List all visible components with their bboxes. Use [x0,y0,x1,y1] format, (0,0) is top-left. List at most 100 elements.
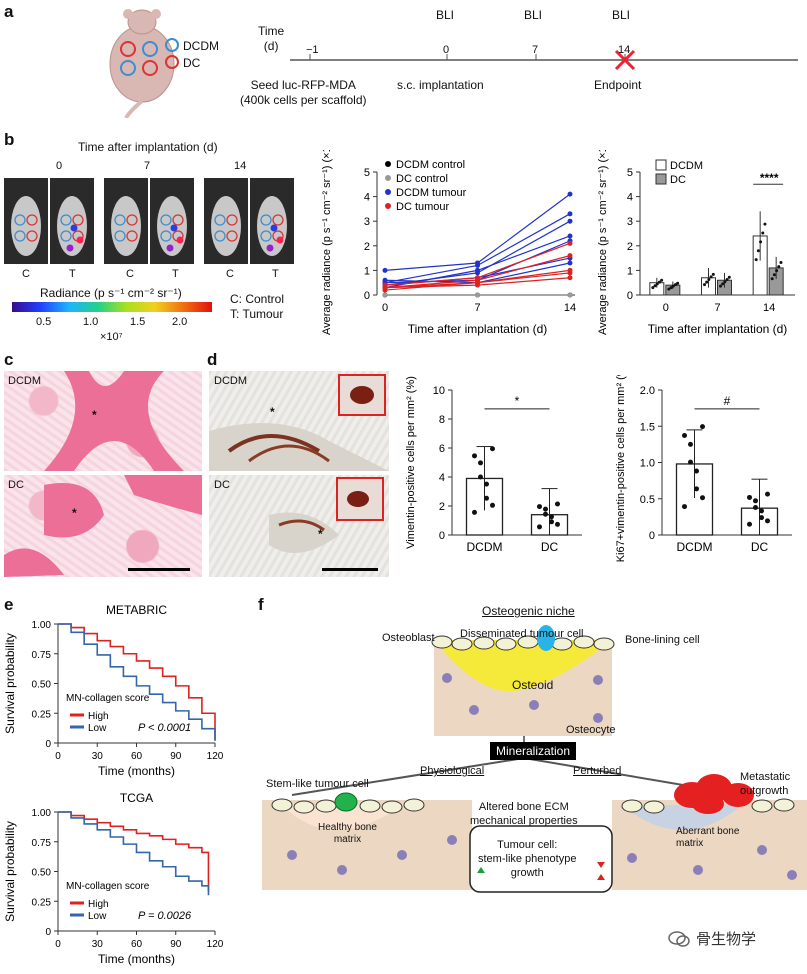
x-axis-label: Time (months) [98,764,175,778]
data-point [490,502,495,508]
y-tick-label: 2.0 [640,385,655,397]
data-point [382,277,388,283]
y-tick-label: 2 [364,241,370,253]
scaffold-ring [14,230,26,242]
significance-mark: # [724,394,731,408]
data-point [682,433,687,439]
significance-mark: * [515,394,520,408]
legend-high: High [88,711,109,722]
data-point [770,277,774,281]
data-point [682,504,687,510]
x-tick-label: 30 [92,939,104,950]
data-point [703,283,706,287]
ct-label-2: T [69,268,76,280]
bli-signal-spot [76,236,84,244]
x-tick-label: 60 [131,939,143,950]
x-tick-label: DC [751,540,769,554]
data-point [711,272,715,276]
data-point [779,261,783,265]
bli-mouse-image [50,178,94,264]
mouse-scaffold-illustration [109,9,175,118]
legend-marker [385,175,391,181]
watermark-text: 骨生物学 [696,930,757,948]
data-point [475,282,480,288]
tumour-cell-blue [537,625,555,651]
data-point [651,286,655,290]
histology-he-dcdm [4,371,202,471]
data-point [472,453,477,459]
y-tick-label: 1.00 [32,620,52,631]
y-tick-label: 4 [364,192,370,204]
y-tick-label: 1.5 [640,421,655,433]
bli-mouse-image [4,178,48,264]
legend-label: DCDM control [396,159,465,171]
legend-high: High [88,899,109,910]
y-tick-label: 0 [364,290,370,302]
data-point [694,486,699,492]
km-metabric-chart: METABRIC 0 0.25 0.50 0.75 1.00 0 30 60 90 120 Time … [3,603,224,778]
data-point [475,262,480,268]
y-axis-label: Survival probability [3,633,17,734]
data-point [567,240,573,246]
y-tick-label: 0 [649,530,655,542]
data-point [478,474,483,480]
y-tick-label: 0 [45,927,51,938]
data-point [763,222,767,226]
scaffold-ring [114,214,126,226]
data-point [567,218,573,224]
data-point [759,240,763,244]
data-point [777,265,781,269]
tick-0: 0 [443,44,450,56]
y-tick-label: 2 [439,501,445,513]
scaffold-ring [160,214,172,226]
data-point [753,505,758,511]
y-axis-label: Average radiance (p s⁻¹ cm⁻² sr⁻¹) (×10⁶… [597,150,609,335]
data-point [707,278,711,282]
x-tick-label: 7 [474,302,480,314]
legend-swatch [655,159,667,171]
d-star-top: * [270,405,275,419]
c-star-top: * [92,408,97,422]
colorbar-title: Radiance (p s⁻¹ cm⁻² sr⁻¹) [40,286,182,300]
bli-signal-spot [270,224,278,232]
significance-stars: **** [760,171,779,185]
data-point [537,524,542,530]
x-tick-label: 14 [564,302,576,314]
f-stemlike: Stem-like tumour cell [266,778,369,790]
f-osteoblast: Osteoblast [382,632,435,644]
dcdm-circle-icon [165,38,179,52]
y-tick-label: 0 [627,290,633,302]
legend-low: Low [88,723,107,734]
data-point [555,521,560,527]
d-scale-bar [322,568,378,571]
chart-title: TCGA [120,791,153,805]
bone-trabecula-shape [44,371,184,471]
d-star-bottom: * [318,527,323,541]
dc-circle-icon [165,55,179,69]
tick-7: 7 [532,44,539,56]
data-point [382,292,388,298]
colorbar-exponent: ×10⁷ [100,331,123,343]
bli-14: BLI [612,8,631,22]
y-tick-label: 0.50 [32,680,52,691]
panel-label-c: c [4,350,14,369]
data-point [567,275,573,281]
bli-image-title: Time after implantation (d) [78,140,218,154]
y-tick-label: 8 [439,414,445,426]
mouse-body-shape [11,196,41,256]
y-tick-label: 0.75 [32,838,52,849]
f-osteocyte: Osteocyte [566,724,616,736]
ihc-stain-shape [269,512,339,553]
ct-label-5: C [226,268,234,280]
bli-signal-spot [166,244,174,252]
legend-title: MN-collagen score [66,881,150,892]
scaffold-ring [214,214,226,226]
colorbar-tick-1.5: 1.5 [130,316,146,328]
y-tick-label: 3 [364,216,370,228]
y-tick-label: 1 [364,265,370,277]
y-axis-label: Vimentin-positive cells per mm² (%) [405,376,417,549]
y-tick-label: 0.75 [32,650,52,661]
legend-marker [385,203,391,209]
km-tcga-chart: TCGA 0 0.25 0.50 0.75 1.00 0 30 60 90 120 Time (mon… [3,791,224,966]
bli-0: BLI [436,8,455,22]
